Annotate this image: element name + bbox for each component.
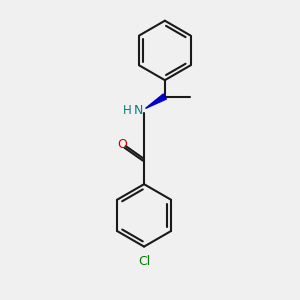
Text: Cl: Cl (138, 255, 150, 268)
Text: H: H (123, 104, 132, 117)
Text: N: N (134, 104, 143, 117)
Polygon shape (146, 94, 167, 108)
Text: O: O (117, 138, 127, 151)
